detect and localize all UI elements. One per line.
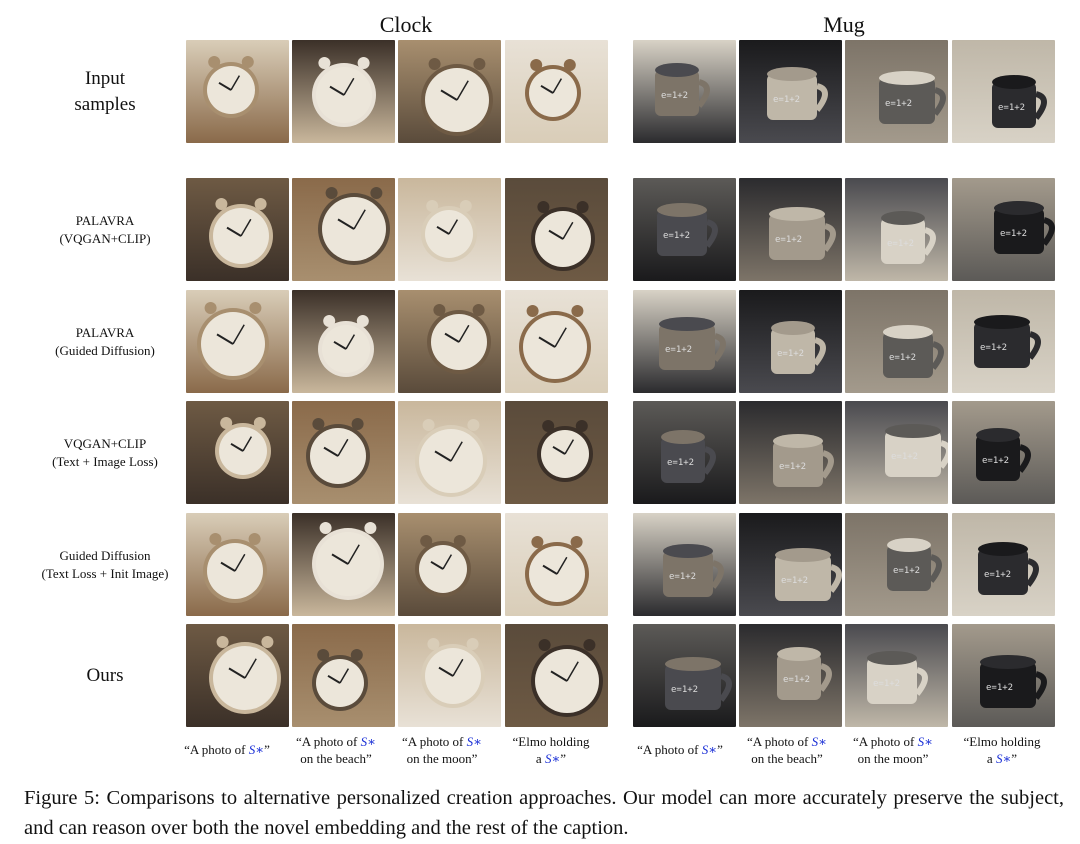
mug-image-tile: e=1+2 xyxy=(739,40,842,143)
clock-image-tile xyxy=(398,40,501,143)
clock-image-tile xyxy=(398,513,501,616)
mug-image-tile: e=1+2 xyxy=(952,513,1055,616)
mug-image-tile: e=1+2 xyxy=(633,178,736,281)
clock-image-tile xyxy=(292,513,395,616)
svg-text:e=1+2: e=1+2 xyxy=(781,576,808,586)
clock-image-tile xyxy=(292,401,395,504)
svg-text:e=1+2: e=1+2 xyxy=(661,91,688,101)
prompt-caption: “A photo of S∗” xyxy=(637,742,723,757)
clock-image-tile xyxy=(505,624,608,727)
row-label: PALAVRA (Guided Diffusion) xyxy=(55,325,155,358)
clock-image-tile xyxy=(398,290,501,393)
clock-image-tile xyxy=(505,290,608,393)
svg-text:e=1+2: e=1+2 xyxy=(667,458,694,468)
clock-image-tile xyxy=(186,401,289,504)
mug-image-tile: e=1+2 xyxy=(845,513,948,616)
svg-text:e=1+2: e=1+2 xyxy=(669,572,696,582)
figure-caption: Figure 5: Comparisons to alternative per… xyxy=(24,787,1064,839)
prompt-caption: “A photo of S∗ on the moon” xyxy=(402,734,482,766)
mug-image-tile: e=1+2 xyxy=(952,40,1055,143)
row-label: PALAVRA (VQGAN+CLIP) xyxy=(59,213,151,246)
mug-image-tile: e=1+2 xyxy=(845,401,948,504)
clock-image-tile xyxy=(505,178,608,281)
prompt-caption: “Elmo holding a S∗” xyxy=(512,734,590,766)
mug-image-tile: e=1+2 xyxy=(633,401,736,504)
svg-text:e=1+2: e=1+2 xyxy=(775,235,802,245)
clock-image-tile xyxy=(398,624,501,727)
svg-text:e=1+2: e=1+2 xyxy=(1000,229,1027,239)
clock-image-tile xyxy=(292,40,395,143)
clock-image-tile xyxy=(186,513,289,616)
mug-image-tile: e=1+2 xyxy=(845,178,948,281)
clock-image-tile xyxy=(398,401,501,504)
mug-image-tile: e=1+2 xyxy=(739,513,842,616)
svg-text:e=1+2: e=1+2 xyxy=(889,353,916,363)
clock-image-tile xyxy=(505,40,608,143)
clock-image-tile xyxy=(292,290,395,393)
mug-image-tile: e=1+2 xyxy=(739,290,842,393)
svg-text:e=1+2: e=1+2 xyxy=(998,103,1025,113)
mug-image-tile: e=1+2 xyxy=(952,401,1055,504)
svg-text:e=1+2: e=1+2 xyxy=(773,95,800,105)
mug-image-tile: e=1+2 xyxy=(952,290,1055,393)
svg-text:e=1+2: e=1+2 xyxy=(982,456,1009,466)
mug-image-tile: e=1+2 xyxy=(845,40,948,143)
mug-image-tile: e=1+2 xyxy=(845,624,948,727)
column-header-mug: Mug xyxy=(823,12,865,37)
clock-image-tile xyxy=(186,624,289,727)
svg-text:e=1+2: e=1+2 xyxy=(783,675,810,685)
mug-image-tile: e=1+2 xyxy=(633,40,736,143)
row-label: VQGAN+CLIP (Text + Image Loss) xyxy=(52,436,158,469)
clock-image-tile xyxy=(398,178,501,281)
svg-text:e=1+2: e=1+2 xyxy=(671,685,698,695)
clock-image-tile xyxy=(186,40,289,143)
mug-image-tile: e=1+2 xyxy=(633,290,736,393)
mug-image-tile: e=1+2 xyxy=(739,178,842,281)
row-label: Ours xyxy=(86,665,124,686)
mug-image-tile: e=1+2 xyxy=(633,513,736,616)
mug-image-tile: e=1+2 xyxy=(845,290,948,393)
svg-text:e=1+2: e=1+2 xyxy=(779,462,806,472)
clock-image-tile xyxy=(186,178,289,281)
row-label: Guided Diffusion (Text Loss + Init Image) xyxy=(41,548,169,581)
prompt-caption: “A photo of S∗ on the beach” xyxy=(747,734,827,766)
clock-image-tile xyxy=(292,624,395,727)
prompt-caption: “A photo of S∗” xyxy=(184,742,270,757)
svg-text:e=1+2: e=1+2 xyxy=(893,566,920,576)
clock-image-tile xyxy=(186,290,289,393)
prompt-caption: “Elmo holding a S∗” xyxy=(963,734,1041,766)
svg-text:e=1+2: e=1+2 xyxy=(665,345,692,355)
svg-text:e=1+2: e=1+2 xyxy=(873,679,900,689)
clock-image-tile xyxy=(505,513,608,616)
mug-image-tile: e=1+2 xyxy=(739,401,842,504)
clock-image-tile xyxy=(292,178,395,281)
prompt-caption: “A photo of S∗ on the moon” xyxy=(853,734,933,766)
svg-text:e=1+2: e=1+2 xyxy=(885,99,912,109)
mug-image-tile: e=1+2 xyxy=(952,178,1055,281)
mug-image-tile: e=1+2 xyxy=(952,624,1055,727)
svg-text:e=1+2: e=1+2 xyxy=(980,343,1007,353)
mug-image-tile: e=1+2 xyxy=(633,624,736,727)
column-header-clock: Clock xyxy=(379,12,433,37)
prompt-caption: “A photo of S∗ on the beach” xyxy=(296,734,376,766)
svg-text:e=1+2: e=1+2 xyxy=(984,570,1011,580)
row-label: Input samples xyxy=(74,68,136,115)
svg-text:e=1+2: e=1+2 xyxy=(986,683,1013,693)
mug-image-tile: e=1+2 xyxy=(739,624,842,727)
clock-image-tile xyxy=(505,401,608,504)
svg-text:e=1+2: e=1+2 xyxy=(887,239,914,249)
svg-text:e=1+2: e=1+2 xyxy=(777,349,804,359)
svg-text:e=1+2: e=1+2 xyxy=(663,231,690,241)
svg-text:e=1+2: e=1+2 xyxy=(891,452,918,462)
